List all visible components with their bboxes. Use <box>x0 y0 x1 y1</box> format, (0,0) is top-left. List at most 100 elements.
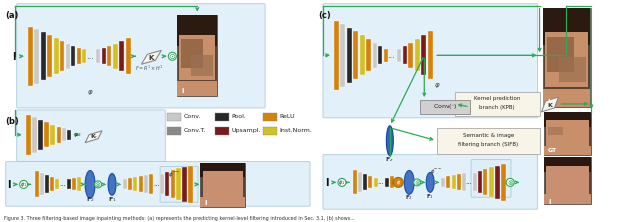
Bar <box>179 35 215 80</box>
Ellipse shape <box>108 173 116 195</box>
Text: filtering branch (SIFB): filtering branch (SIFB) <box>458 142 518 147</box>
Text: ReLU: ReLU <box>279 114 294 119</box>
Bar <box>543 112 591 155</box>
Bar <box>181 39 204 67</box>
Text: $\mathbf{K}$: $\mathbf{K}$ <box>547 101 554 109</box>
Bar <box>334 21 339 90</box>
Text: $\mathbf{I}$: $\mathbf{I}$ <box>7 178 12 190</box>
Text: $\odot$: $\odot$ <box>168 52 177 61</box>
Bar <box>165 172 170 196</box>
Text: $\mathbf{i}$: $\mathbf{i}$ <box>181 85 185 95</box>
Bar <box>200 197 245 207</box>
Text: ...: ... <box>59 181 66 187</box>
Bar <box>501 164 506 201</box>
Text: (a): (a) <box>6 11 19 20</box>
Bar <box>200 163 245 207</box>
Text: $\mathbf{F}_2$: $\mathbf{F}_2$ <box>405 193 413 202</box>
Bar <box>51 125 56 145</box>
Bar <box>543 8 591 107</box>
Bar <box>378 46 382 64</box>
Circle shape <box>506 178 514 186</box>
Bar <box>215 127 229 135</box>
Bar <box>32 117 37 153</box>
Bar <box>77 177 81 191</box>
Bar <box>82 49 86 63</box>
Text: Upsampl.: Upsampl. <box>231 128 260 133</box>
Bar <box>45 175 49 193</box>
Circle shape <box>413 179 420 186</box>
Ellipse shape <box>426 172 434 192</box>
Bar <box>374 178 378 187</box>
Bar <box>60 41 64 71</box>
Bar <box>139 176 143 192</box>
Bar <box>28 26 33 86</box>
Text: $\mathbf{K}_r$: $\mathbf{K}_r$ <box>90 132 99 141</box>
Text: $\mathbf{F}_1$: $\mathbf{F}_1$ <box>426 192 434 201</box>
Bar <box>483 169 488 195</box>
Bar <box>543 89 591 107</box>
Bar <box>473 173 477 191</box>
Bar <box>543 157 591 172</box>
Bar <box>108 46 111 66</box>
Text: Pool.: Pool. <box>231 114 246 119</box>
Ellipse shape <box>85 170 95 198</box>
Text: $\mathbf{I}$: $\mathbf{I}$ <box>12 50 17 62</box>
Bar <box>177 81 217 96</box>
Bar <box>160 174 164 194</box>
Bar <box>97 49 100 63</box>
Circle shape <box>393 177 403 187</box>
Text: $\mathbf{i}$: $\mathbf{i}$ <box>547 197 552 206</box>
Text: $\phi_1$: $\phi_1$ <box>339 178 346 187</box>
Bar <box>177 15 217 46</box>
Text: $\varphi$: $\varphi$ <box>434 81 440 90</box>
Bar <box>67 179 70 189</box>
Bar <box>120 41 124 71</box>
Text: Conv($\cdot$): Conv($\cdot$) <box>433 102 457 111</box>
Bar <box>546 121 589 148</box>
Bar <box>543 146 591 155</box>
Bar <box>385 178 389 187</box>
Bar <box>56 127 61 143</box>
Bar <box>436 128 540 154</box>
Bar <box>177 15 217 96</box>
Text: Conv.: Conv. <box>183 114 201 119</box>
Bar <box>26 115 31 155</box>
Bar <box>546 166 589 198</box>
Text: branch (KPB): branch (KPB) <box>479 105 515 110</box>
Circle shape <box>338 178 346 186</box>
Bar <box>167 113 181 121</box>
Bar <box>347 28 352 83</box>
Bar <box>364 174 367 190</box>
Bar <box>415 40 420 71</box>
Bar <box>133 177 138 191</box>
Text: $\mathbf{I}$: $\mathbf{I}$ <box>324 176 330 188</box>
Text: $\mathbf{i}$: $\mathbf{i}$ <box>204 198 208 207</box>
Bar <box>478 171 483 193</box>
Text: ...: ... <box>387 51 396 60</box>
Text: $\mathbf{F}_1$: $\mathbf{F}_1$ <box>108 195 116 204</box>
Bar <box>56 179 60 189</box>
Text: ...: ... <box>466 179 472 185</box>
Bar <box>77 48 81 64</box>
Bar <box>38 120 43 150</box>
Bar <box>167 127 181 135</box>
Bar <box>50 177 54 191</box>
Circle shape <box>95 181 102 188</box>
Bar <box>543 194 591 204</box>
Text: $\otimes$: $\otimes$ <box>413 178 421 187</box>
Text: $\phi$: $\phi$ <box>396 178 401 187</box>
Text: $\otimes$: $\otimes$ <box>95 180 102 189</box>
Polygon shape <box>85 131 102 143</box>
Bar <box>144 175 148 193</box>
Bar <box>358 172 362 192</box>
Bar <box>543 157 591 204</box>
FancyBboxPatch shape <box>17 4 265 108</box>
Text: $\phi^{--}$: $\phi^{--}$ <box>168 170 180 179</box>
Bar <box>390 176 394 188</box>
Bar <box>71 46 75 66</box>
Bar <box>113 44 118 69</box>
Bar <box>543 8 591 45</box>
Ellipse shape <box>404 170 414 194</box>
Bar <box>340 24 346 87</box>
Text: $\varphi$: $\varphi$ <box>87 87 94 97</box>
